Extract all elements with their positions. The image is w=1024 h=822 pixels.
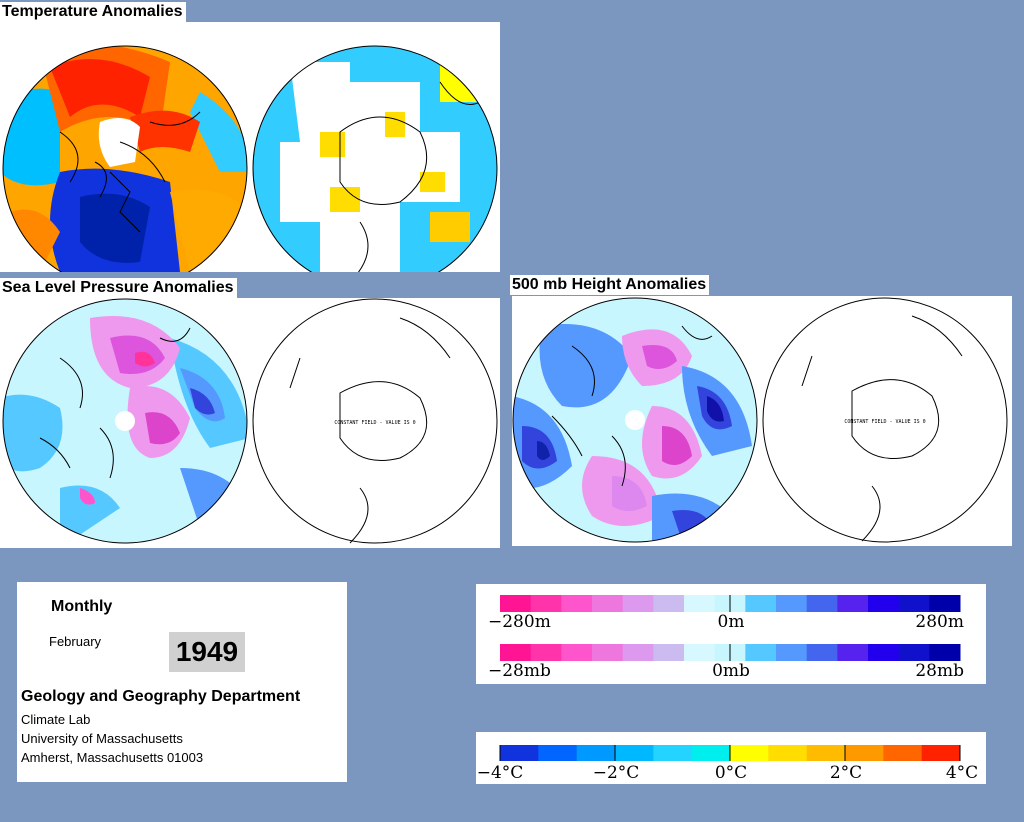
period-label: Monthly xyxy=(51,598,113,615)
info-box: Monthly February 1949 Geology and Geogra… xyxy=(17,582,347,782)
height-bar-swatch xyxy=(745,595,777,612)
slp-nh-outline xyxy=(2,298,248,544)
height-bar-swatch xyxy=(592,595,624,612)
temp-bar-swatch xyxy=(576,745,616,761)
height-mid-label: 0m xyxy=(718,612,745,632)
temperature-title: Temperature Anomalies xyxy=(0,2,186,22)
pressure-bar-swatch xyxy=(868,644,900,661)
height-max-label: 280m xyxy=(915,612,964,632)
temp-bar-swatch xyxy=(500,745,539,761)
slp-sh-outline xyxy=(252,298,498,544)
slp-title: Sea Level Pressure Anomalies xyxy=(0,278,237,298)
height-min-label: −280m xyxy=(488,612,551,632)
pressure-bar-swatch xyxy=(837,644,869,661)
temp-bar-swatch xyxy=(883,745,923,761)
temp-tick-2: −2°C xyxy=(593,763,640,783)
slp-map-svg: CONSTANT FIELD - VALUE IS 0 xyxy=(2,298,498,544)
height-sh-outline xyxy=(762,297,1008,543)
height-constant-field-text: CONSTANT FIELD - VALUE IS 0 xyxy=(844,419,925,425)
height-bar-swatch xyxy=(837,595,869,612)
temp-bar-swatch xyxy=(806,745,846,761)
temp-bar-swatch xyxy=(653,745,693,761)
temp-bar-swatch xyxy=(615,745,654,761)
temperature-sh-hemisphere xyxy=(253,46,497,272)
height-nh-outline xyxy=(512,297,758,543)
pressure-bar-swatch xyxy=(530,644,562,661)
temp-bar-swatch xyxy=(921,745,961,761)
height-bar-swatch xyxy=(561,595,593,612)
pressure-min-label: −28mb xyxy=(488,661,551,681)
height-map-svg: CONSTANT FIELD - VALUE IS 0 xyxy=(512,297,1008,543)
pressure-bar-swatch xyxy=(622,644,654,661)
height-bar-swatch xyxy=(868,595,900,612)
university-label: University of Massachusetts xyxy=(21,731,183,746)
temperature-map-svg xyxy=(2,45,498,272)
height-bar-swatch xyxy=(806,595,838,612)
address-label: Amherst, Massachusetts 01003 xyxy=(21,750,204,765)
pressure-bar-swatch xyxy=(592,644,624,661)
temp-tick-3: 0°C xyxy=(715,763,747,783)
temp-tick-1: −4°C xyxy=(477,763,524,783)
temp-tick-5: 4°C xyxy=(946,763,978,783)
height-bar-swatch xyxy=(898,595,930,612)
department-label: Geology and Geography Department xyxy=(21,688,301,705)
height-bar-swatch xyxy=(929,595,961,612)
pressure-bar-swatch xyxy=(745,644,777,661)
height-bar-swatch xyxy=(684,595,716,612)
temp-bar-swatch xyxy=(538,745,578,761)
temp-bar-swatch xyxy=(768,745,808,761)
temperature-nh-outline xyxy=(2,45,248,272)
lab-label: Climate Lab xyxy=(21,712,91,727)
height-bar-swatch xyxy=(530,595,562,612)
temp-bar-swatch xyxy=(730,745,769,761)
pressure-max-label: 28mb xyxy=(915,661,964,681)
temperature-panel xyxy=(0,22,500,272)
temp-tick-4: 2°C xyxy=(830,763,862,783)
temperature-sh-outline xyxy=(252,45,498,272)
pressure-mid-label: 0mb xyxy=(712,661,750,681)
slp-nh-hemisphere xyxy=(3,299,247,543)
year-label: 1949 xyxy=(169,632,245,672)
slp-panel: CONSTANT FIELD - VALUE IS 0 xyxy=(0,298,500,548)
temp-bar-swatch xyxy=(691,745,731,761)
height-bar-swatch xyxy=(622,595,654,612)
height-color-bar xyxy=(500,595,961,612)
pressure-bar-swatch xyxy=(653,644,685,661)
height-nh-hemisphere xyxy=(513,298,757,542)
pressure-bar-swatch xyxy=(500,644,532,661)
temperature-legend: −4°C −2°C 0°C 2°C 4°C xyxy=(476,732,986,784)
temperature-nh-hemisphere xyxy=(3,46,247,272)
height-title: 500 mb Height Anomalies xyxy=(510,275,710,295)
pressure-bar-swatch xyxy=(929,644,961,661)
month-label: February xyxy=(49,634,102,649)
temp-bar-swatch xyxy=(845,745,884,761)
height-pressure-legend: −280m 0m 280m −28mb 0mb 28mb xyxy=(476,584,986,684)
pressure-bar-swatch xyxy=(898,644,930,661)
height-panel: CONSTANT FIELD - VALUE IS 0 xyxy=(512,296,1012,546)
pressure-bar-swatch xyxy=(561,644,593,661)
height-bar-swatch xyxy=(653,595,685,612)
slp-constant-field-text: CONSTANT FIELD - VALUE IS 0 xyxy=(334,420,415,426)
pressure-bar-swatch xyxy=(776,644,808,661)
height-bar-swatch xyxy=(776,595,808,612)
pressure-color-bar xyxy=(500,644,961,661)
pressure-bar-swatch xyxy=(684,644,716,661)
temperature-color-bar xyxy=(499,745,961,761)
height-bar-swatch xyxy=(500,595,532,612)
pressure-bar-swatch xyxy=(806,644,838,661)
